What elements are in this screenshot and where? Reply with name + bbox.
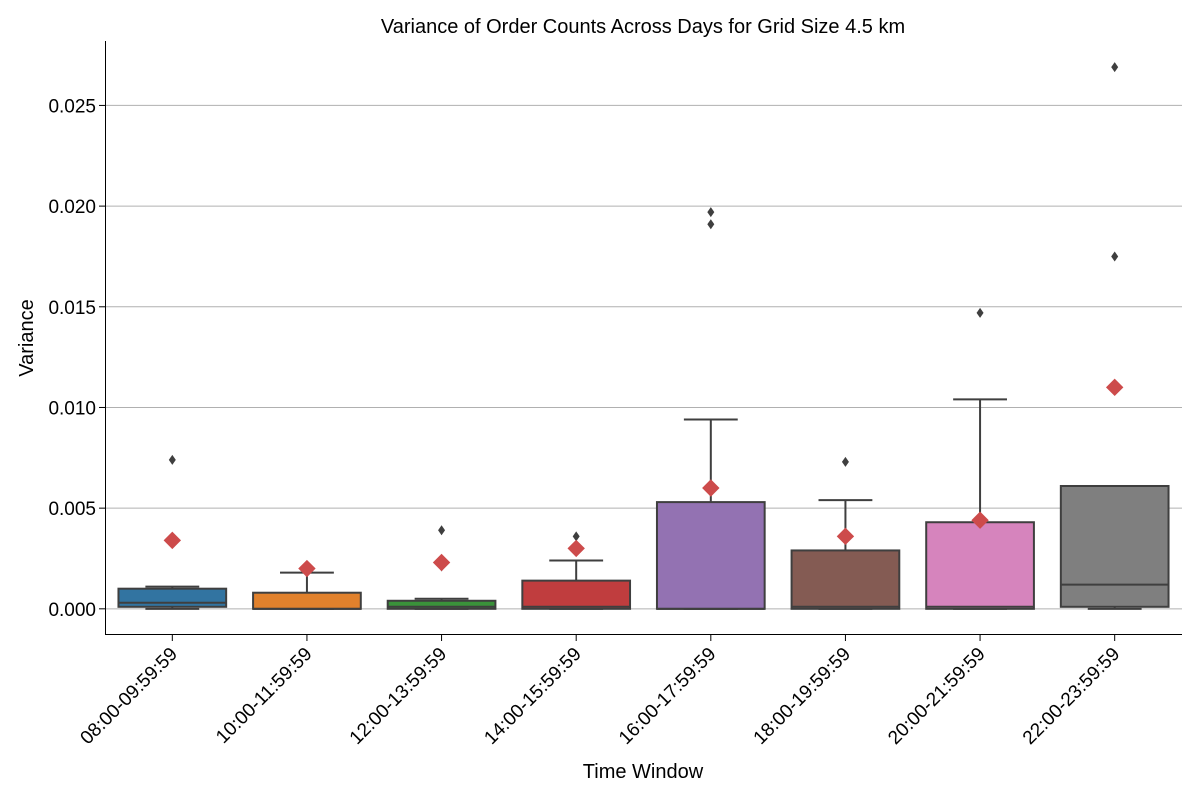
box-group xyxy=(521,531,632,610)
mean-marker xyxy=(836,527,855,546)
y-tick-label: 0.025 xyxy=(48,96,96,117)
y-tick-label: 0.015 xyxy=(48,298,96,319)
outlier-point xyxy=(707,207,715,218)
outlier-point xyxy=(572,531,580,542)
box-group xyxy=(386,525,497,610)
box-iqr xyxy=(790,549,901,610)
outlier-point xyxy=(707,219,715,230)
outlier-point xyxy=(438,525,446,536)
x-tick-label: 22:00-23:59:59 xyxy=(1019,644,1124,749)
boxes xyxy=(117,62,1170,610)
mean-marker xyxy=(702,479,720,497)
x-tick-label: 12:00-13:59:59 xyxy=(346,644,451,749)
box-iqr xyxy=(386,599,497,610)
x-axis-title: Time Window xyxy=(583,761,704,783)
box-group xyxy=(117,454,228,610)
outlier-point xyxy=(841,456,849,467)
mean-marker xyxy=(432,553,451,572)
mean-marker xyxy=(971,511,989,529)
box-iqr xyxy=(925,521,1035,610)
x-axis-ticks: 08:00-09:59:59 10:00-11:59:59 12:00-13:59:… xyxy=(77,635,1124,749)
x-tick-label: 18:00-19:59:59 xyxy=(750,644,855,749)
y-tick-label: 0.010 xyxy=(48,398,96,419)
y-tick-label: 0.000 xyxy=(48,600,96,621)
box-group xyxy=(925,307,1035,610)
box-iqr xyxy=(521,579,632,610)
chart-title: Variance of Order Counts Across Days for… xyxy=(381,16,905,38)
box-group xyxy=(1059,62,1170,610)
box-iqr xyxy=(1059,484,1170,608)
mean-marker xyxy=(298,559,316,578)
box-iqr xyxy=(252,591,362,610)
x-tick-label: 08:00-09:59:59 xyxy=(77,644,182,749)
mean-marker xyxy=(567,539,585,558)
mean-marker xyxy=(163,531,182,550)
box-group xyxy=(252,559,362,610)
x-tick-label: 20:00-21:59:59 xyxy=(884,644,989,749)
x-tick-label: 14:00-15:59:59 xyxy=(480,644,585,749)
mean-marker xyxy=(1105,378,1124,397)
x-tick-label: 10:00-11:59:59 xyxy=(212,644,316,748)
y-axis-ticks: 0.000 0.005 0.010 0.015 0.020 0.025 xyxy=(48,96,105,621)
box-iqr xyxy=(655,501,766,610)
outlier-point xyxy=(168,454,176,465)
y-tick-label: 0.020 xyxy=(48,197,96,218)
box-group xyxy=(790,456,901,610)
y-axis-title: Variance xyxy=(16,299,38,376)
box-iqr xyxy=(117,587,228,608)
box-group xyxy=(655,207,766,610)
y-tick-label: 0.005 xyxy=(48,499,96,520)
outlier-point xyxy=(1111,251,1119,262)
outlier-point xyxy=(1111,62,1119,73)
x-tick-label: 16:00-17:59:59 xyxy=(615,644,720,749)
outlier-point xyxy=(976,307,984,318)
